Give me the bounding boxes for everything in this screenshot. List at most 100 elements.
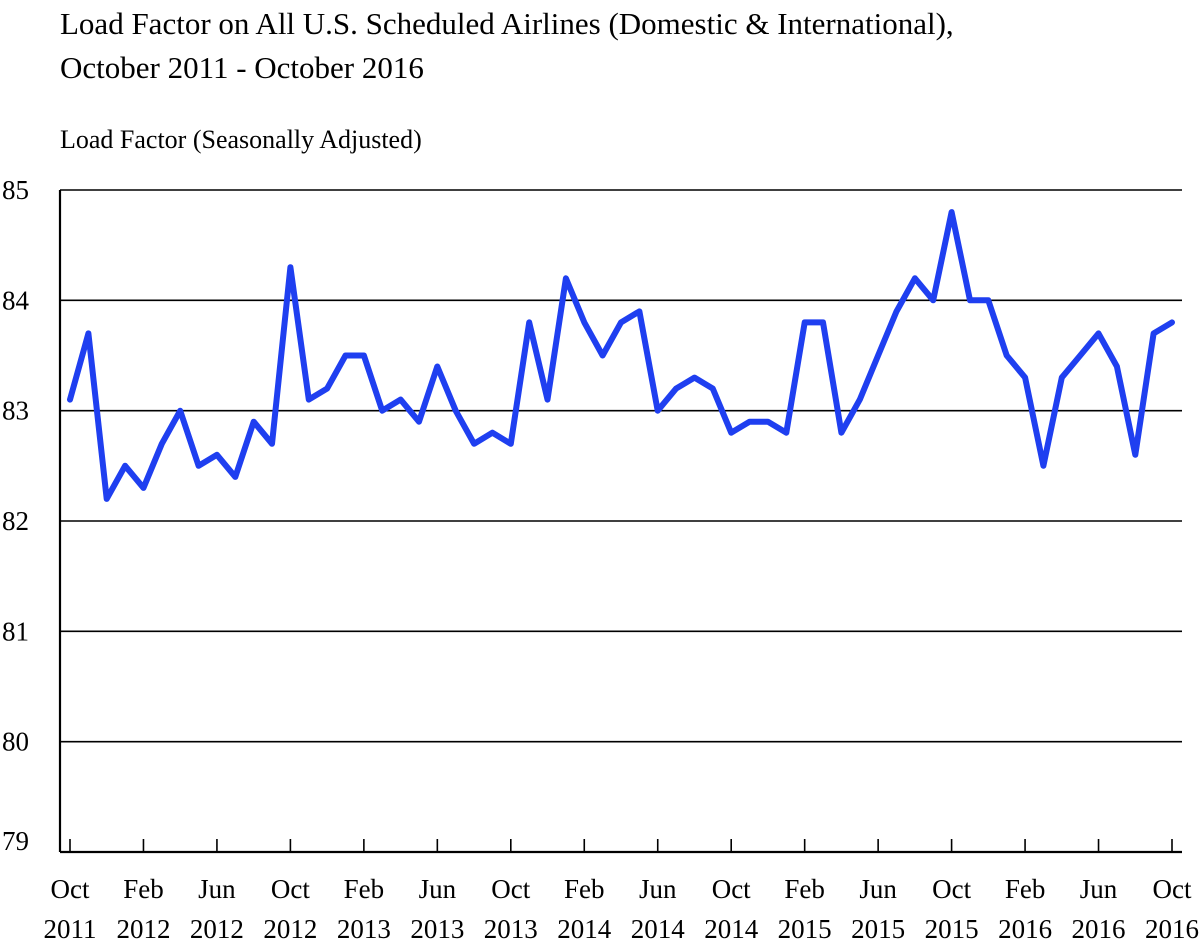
x-tick-year: 2011 (44, 914, 97, 944)
data-point (287, 264, 293, 270)
data-point (471, 441, 477, 447)
data-point (434, 364, 440, 369)
data-point (857, 397, 863, 403)
data-point (618, 319, 624, 325)
data-point (1004, 353, 1010, 358)
data-point (783, 430, 789, 436)
data-point (1077, 353, 1083, 358)
data-point (710, 386, 716, 392)
data-point (673, 386, 679, 392)
data-point (600, 353, 606, 358)
y-tick-label-80: 80 (2, 727, 29, 757)
x-tick-month: Oct (271, 874, 310, 904)
data-point (545, 397, 550, 403)
x-tick-year: 2016 (1072, 914, 1126, 944)
data-point (526, 319, 532, 325)
data-point (453, 408, 459, 414)
data-point (67, 397, 73, 403)
data-point (728, 430, 734, 436)
data-point (838, 430, 844, 436)
x-tick-month: Jun (859, 874, 897, 904)
x-tick-month: Oct (712, 874, 751, 904)
data-point (232, 474, 238, 480)
x-tick-month: Feb (344, 874, 385, 904)
data-point (489, 430, 495, 436)
data-point (636, 308, 642, 314)
data-point (251, 419, 257, 425)
data-point (1022, 375, 1028, 381)
x-tick-year: 2013 (337, 914, 391, 944)
x-tick-year: 2012 (263, 914, 317, 944)
data-point (1040, 463, 1046, 469)
data-point (1132, 452, 1138, 458)
data-point (802, 319, 808, 325)
data-point (104, 496, 110, 502)
x-tick-year: 2016 (998, 914, 1052, 944)
x-tick-year: 2013 (484, 914, 538, 944)
data-point (1096, 330, 1101, 336)
x-tick-year: 2014 (557, 914, 612, 944)
x-tick-month: Oct (51, 874, 90, 904)
y-tick-label-84: 84 (2, 285, 30, 315)
data-point (159, 441, 165, 447)
data-point (214, 452, 220, 458)
data-point (894, 308, 899, 314)
chart-title-line-2: October 2011 - October 2016 (60, 50, 424, 85)
y-tick-label-83: 83 (2, 396, 29, 426)
x-tick-month: Jun (198, 874, 236, 904)
data-point (1169, 319, 1175, 325)
x-tick-month: Oct (491, 874, 530, 904)
chart-title-line-1: Load Factor on All U.S. Scheduled Airlin… (60, 6, 954, 41)
x-tick-month: Feb (123, 874, 164, 904)
data-point (692, 375, 697, 381)
data-point (416, 419, 422, 425)
data-point (1059, 375, 1065, 381)
data-point (398, 397, 404, 403)
data-point (306, 397, 312, 403)
x-tick-year: 2012 (116, 914, 170, 944)
x-tick-year: 2012 (190, 914, 244, 944)
data-point (141, 485, 146, 491)
x-tick-month: Oct (1153, 874, 1192, 904)
y-tick-label-82: 82 (2, 506, 29, 536)
data-point (379, 408, 385, 414)
data-point (581, 319, 587, 325)
data-point (343, 353, 348, 358)
x-tick-year: 2014 (631, 914, 686, 944)
data-point (912, 275, 918, 281)
data-point (875, 353, 881, 358)
y-tick-label-79: 79 (2, 826, 29, 856)
data-point (1151, 330, 1157, 336)
data-point (85, 330, 91, 336)
data-point (820, 319, 826, 325)
data-point (269, 441, 275, 447)
x-tick-month: Feb (784, 874, 825, 904)
x-tick-year: 2014 (704, 914, 759, 944)
x-tick-year: 2015 (851, 914, 905, 944)
data-point (765, 419, 771, 425)
x-tick-month: Jun (1080, 874, 1118, 904)
data-point (324, 386, 330, 392)
x-tick-month: Jun (639, 874, 677, 904)
data-point (508, 441, 514, 447)
data-point (985, 297, 991, 303)
data-point (361, 353, 367, 358)
data-point (122, 463, 128, 469)
data-point (747, 419, 753, 425)
data-point (655, 408, 661, 414)
data-point (967, 297, 973, 303)
chart-title: Load Factor on All U.S. Scheduled Airlin… (60, 2, 954, 90)
data-point (177, 408, 183, 414)
data-point (563, 275, 569, 281)
x-tick-year: 2015 (778, 914, 832, 944)
x-tick-month: Jun (419, 874, 457, 904)
x-tick-year: 2013 (410, 914, 464, 944)
x-tick-year: 2015 (925, 914, 979, 944)
data-point (949, 209, 955, 215)
x-tick-month: Oct (932, 874, 971, 904)
data-point (196, 463, 202, 469)
y-tick-label-81: 81 (2, 616, 29, 646)
x-tick-month: Feb (1005, 874, 1046, 904)
y-axis-label: Load Factor (Seasonally Adjusted) (60, 125, 422, 154)
